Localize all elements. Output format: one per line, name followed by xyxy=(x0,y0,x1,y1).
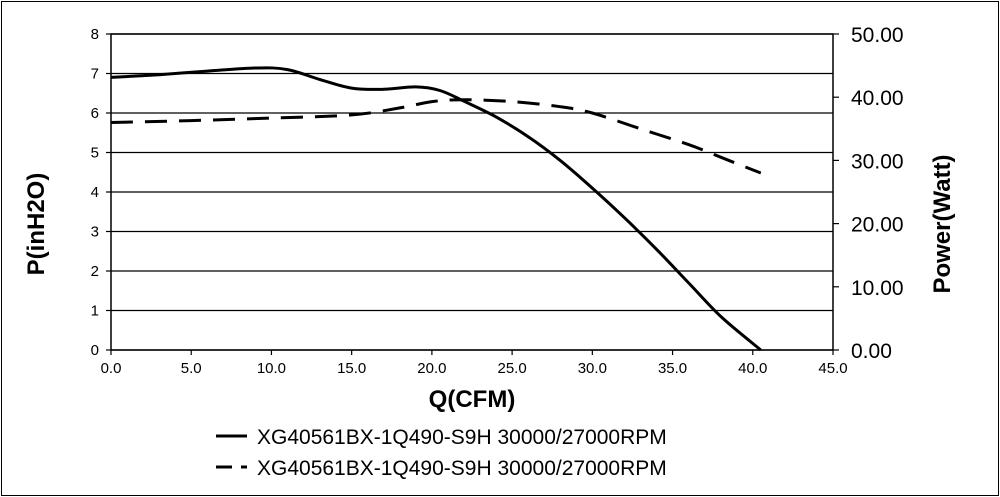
x-axis-title: Q(CFM) xyxy=(429,386,516,413)
y2-tick-label: 40.00 xyxy=(851,87,904,110)
y2-tick-label: 30.00 xyxy=(851,150,904,173)
legend-label-power: XG40561BX-1Q490-S9H 30000/27000RPM xyxy=(257,457,667,480)
legend: XG40561BX-1Q490-S9H 30000/27000RPM XG405… xyxy=(216,426,667,480)
power-curve-line xyxy=(110,98,762,175)
y-tick-label: 8 xyxy=(91,26,99,43)
y-axis-ticks: 0 1 2 3 4 5 6 7 8 xyxy=(91,26,111,359)
y2-tick-label: 20.00 xyxy=(851,214,904,237)
y-axis-title: P(inH2O) xyxy=(23,173,50,276)
y-tick-label: 0 xyxy=(91,342,99,359)
x-tick-label: 25.0 xyxy=(498,360,527,377)
y-tick-label: 7 xyxy=(91,66,99,83)
x-tick-label: 30.0 xyxy=(578,360,607,377)
y2-tick-label: 50.00 xyxy=(851,24,904,47)
y-tick-label: 4 xyxy=(91,184,99,201)
x-axis-ticks: 0.0 5.0 10.0 15.0 20.0 25.0 30.0 35.0 40.0 45.0 xyxy=(101,350,848,377)
y2-tick-label: 10.00 xyxy=(851,277,904,300)
y-tick-label: 1 xyxy=(91,303,99,320)
y-tick-label: 2 xyxy=(91,263,99,280)
series-lines xyxy=(110,66,762,352)
y-tick-label: 6 xyxy=(91,105,99,122)
y-tick-label: 5 xyxy=(91,145,99,162)
y2-axis-title: Power(Watt) xyxy=(929,154,956,293)
y-tick-label: 3 xyxy=(91,224,99,241)
x-tick-label: 5.0 xyxy=(181,360,202,377)
y2-tick-label: 0.00 xyxy=(851,340,892,363)
x-tick-label: 0.0 xyxy=(101,360,122,377)
legend-label-pressure: XG40561BX-1Q490-S9H 30000/27000RPM xyxy=(257,426,667,449)
x-tick-label: 20.0 xyxy=(417,360,446,377)
x-tick-label: 15.0 xyxy=(337,360,366,377)
pressure-curve-line xyxy=(110,66,762,352)
y2-axis-ticks: 0.00 10.00 20.00 30.00 40.00 50.00 xyxy=(833,24,904,363)
x-tick-label: 35.0 xyxy=(658,360,687,377)
x-tick-label: 40.0 xyxy=(738,360,767,377)
x-tick-label: 10.0 xyxy=(257,360,286,377)
x-tick-label: 45.0 xyxy=(818,360,847,377)
gridlines xyxy=(111,33,833,351)
